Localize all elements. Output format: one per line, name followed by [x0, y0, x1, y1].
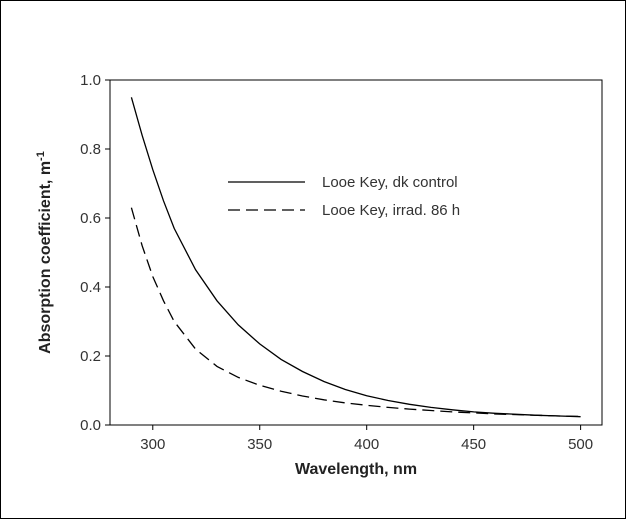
- x-axis-ticks: 300 350 400 450 500: [140, 425, 593, 453]
- x-axis-title: Wavelength, nm: [295, 461, 417, 478]
- y-axis-ticks: 0.0 0.2 0.4 0.6 0.8 1.0: [80, 72, 110, 434]
- y-axis-title: Absorption coefficient, m-1: [35, 151, 54, 354]
- x-tick-label-350: 350: [247, 436, 272, 453]
- series-line-0: [130, 97, 581, 418]
- y-axis-title-sup: -1: [35, 151, 47, 161]
- series-line-1: [130, 207, 581, 418]
- y-tick-label-0: 0.0: [80, 417, 101, 434]
- x-tick-label-500: 500: [568, 436, 593, 453]
- plot-area: [109, 79, 603, 426]
- y-tick-label-3: 0.6: [80, 210, 101, 227]
- y-tick-label-5: 1.0: [80, 72, 101, 89]
- y-axis-title-main: Absorption coefficient, m: [37, 161, 54, 354]
- y-tick-label-2: 0.4: [80, 279, 101, 296]
- y-tick-label-4: 0.8: [80, 141, 101, 158]
- legend: Looe Key, dk control Looe Key, irrad. 86…: [228, 174, 460, 219]
- x-tick-label-300: 300: [140, 436, 165, 453]
- series-lines: [130, 97, 581, 418]
- x-tick-label-450: 450: [461, 436, 486, 453]
- y-tick-label-1: 0.2: [80, 348, 101, 365]
- legend-label-irrad: Looe Key, irrad. 86 h: [322, 202, 460, 219]
- legend-label-dk-control: Looe Key, dk control: [322, 174, 458, 191]
- x-tick-label-400: 400: [354, 436, 379, 453]
